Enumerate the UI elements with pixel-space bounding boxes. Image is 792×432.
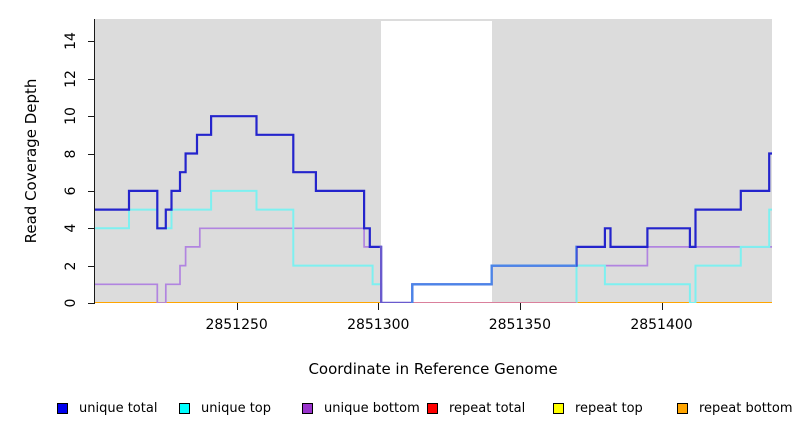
legend-swatch xyxy=(553,403,564,414)
legend-label: unique bottom xyxy=(324,401,420,416)
x-tick-label: 2851300 xyxy=(347,317,410,333)
legend-item-unique-top: unique top xyxy=(179,401,271,416)
y-tick-label: 2 xyxy=(63,261,79,271)
legend-label: repeat top xyxy=(575,401,643,416)
legend-item-unique-total: unique total xyxy=(57,401,157,416)
y-tick-mark xyxy=(88,228,95,230)
legend-item-repeat-top: repeat top xyxy=(553,401,643,416)
y-axis-title: Read Coverage Depth xyxy=(22,78,40,244)
legend-item-unique-bottom: unique bottom xyxy=(302,401,420,416)
legend-label: repeat total xyxy=(449,401,526,416)
y-axis-line xyxy=(94,19,95,303)
y-tick-label: 10 xyxy=(63,107,79,126)
x-tick-label: 2851350 xyxy=(488,317,552,333)
legend-swatch xyxy=(179,403,190,414)
y-tick-label: 14 xyxy=(63,32,79,51)
y-tick-label: 4 xyxy=(63,223,79,233)
series-unique-bottom xyxy=(95,227,772,303)
y-tick-mark xyxy=(88,78,95,80)
y-tick-mark xyxy=(88,265,95,267)
x-tick-mark xyxy=(378,303,380,310)
y-tick-label: 0 xyxy=(63,298,79,308)
y-tick-label: 12 xyxy=(63,69,79,88)
legend-swatch xyxy=(677,403,688,414)
legend-label: repeat bottom xyxy=(699,401,792,416)
x-tick-mark xyxy=(519,303,521,310)
x-tick-mark xyxy=(661,303,663,310)
y-tick-mark xyxy=(88,190,95,192)
y-tick-label: 6 xyxy=(63,186,79,196)
series-unique-top xyxy=(95,189,772,303)
y-tick-mark xyxy=(88,303,95,304)
y-tick-label: 8 xyxy=(63,149,79,158)
legend-swatch xyxy=(57,403,68,414)
uncovered-region-band xyxy=(381,21,492,303)
legend-label: unique top xyxy=(201,401,272,416)
step-line-chart xyxy=(95,115,772,303)
x-tick-label: 2851250 xyxy=(205,317,268,333)
legend-item-repeat-bottom: repeat bottom xyxy=(677,401,792,416)
legend-item-repeat-total: repeat total xyxy=(427,401,525,416)
y-tick-mark xyxy=(88,41,95,43)
legend-swatch xyxy=(427,403,438,414)
y-tick-mark xyxy=(88,153,95,155)
x-tick-label: 2851400 xyxy=(630,317,693,333)
x-tick-mark xyxy=(236,303,238,310)
y-tick-mark xyxy=(88,116,95,118)
x-axis-title: Coordinate in Reference Genome xyxy=(308,360,558,378)
series-unique-total xyxy=(95,115,772,303)
legend-swatch xyxy=(302,403,313,414)
legend-label: unique total xyxy=(79,401,158,416)
